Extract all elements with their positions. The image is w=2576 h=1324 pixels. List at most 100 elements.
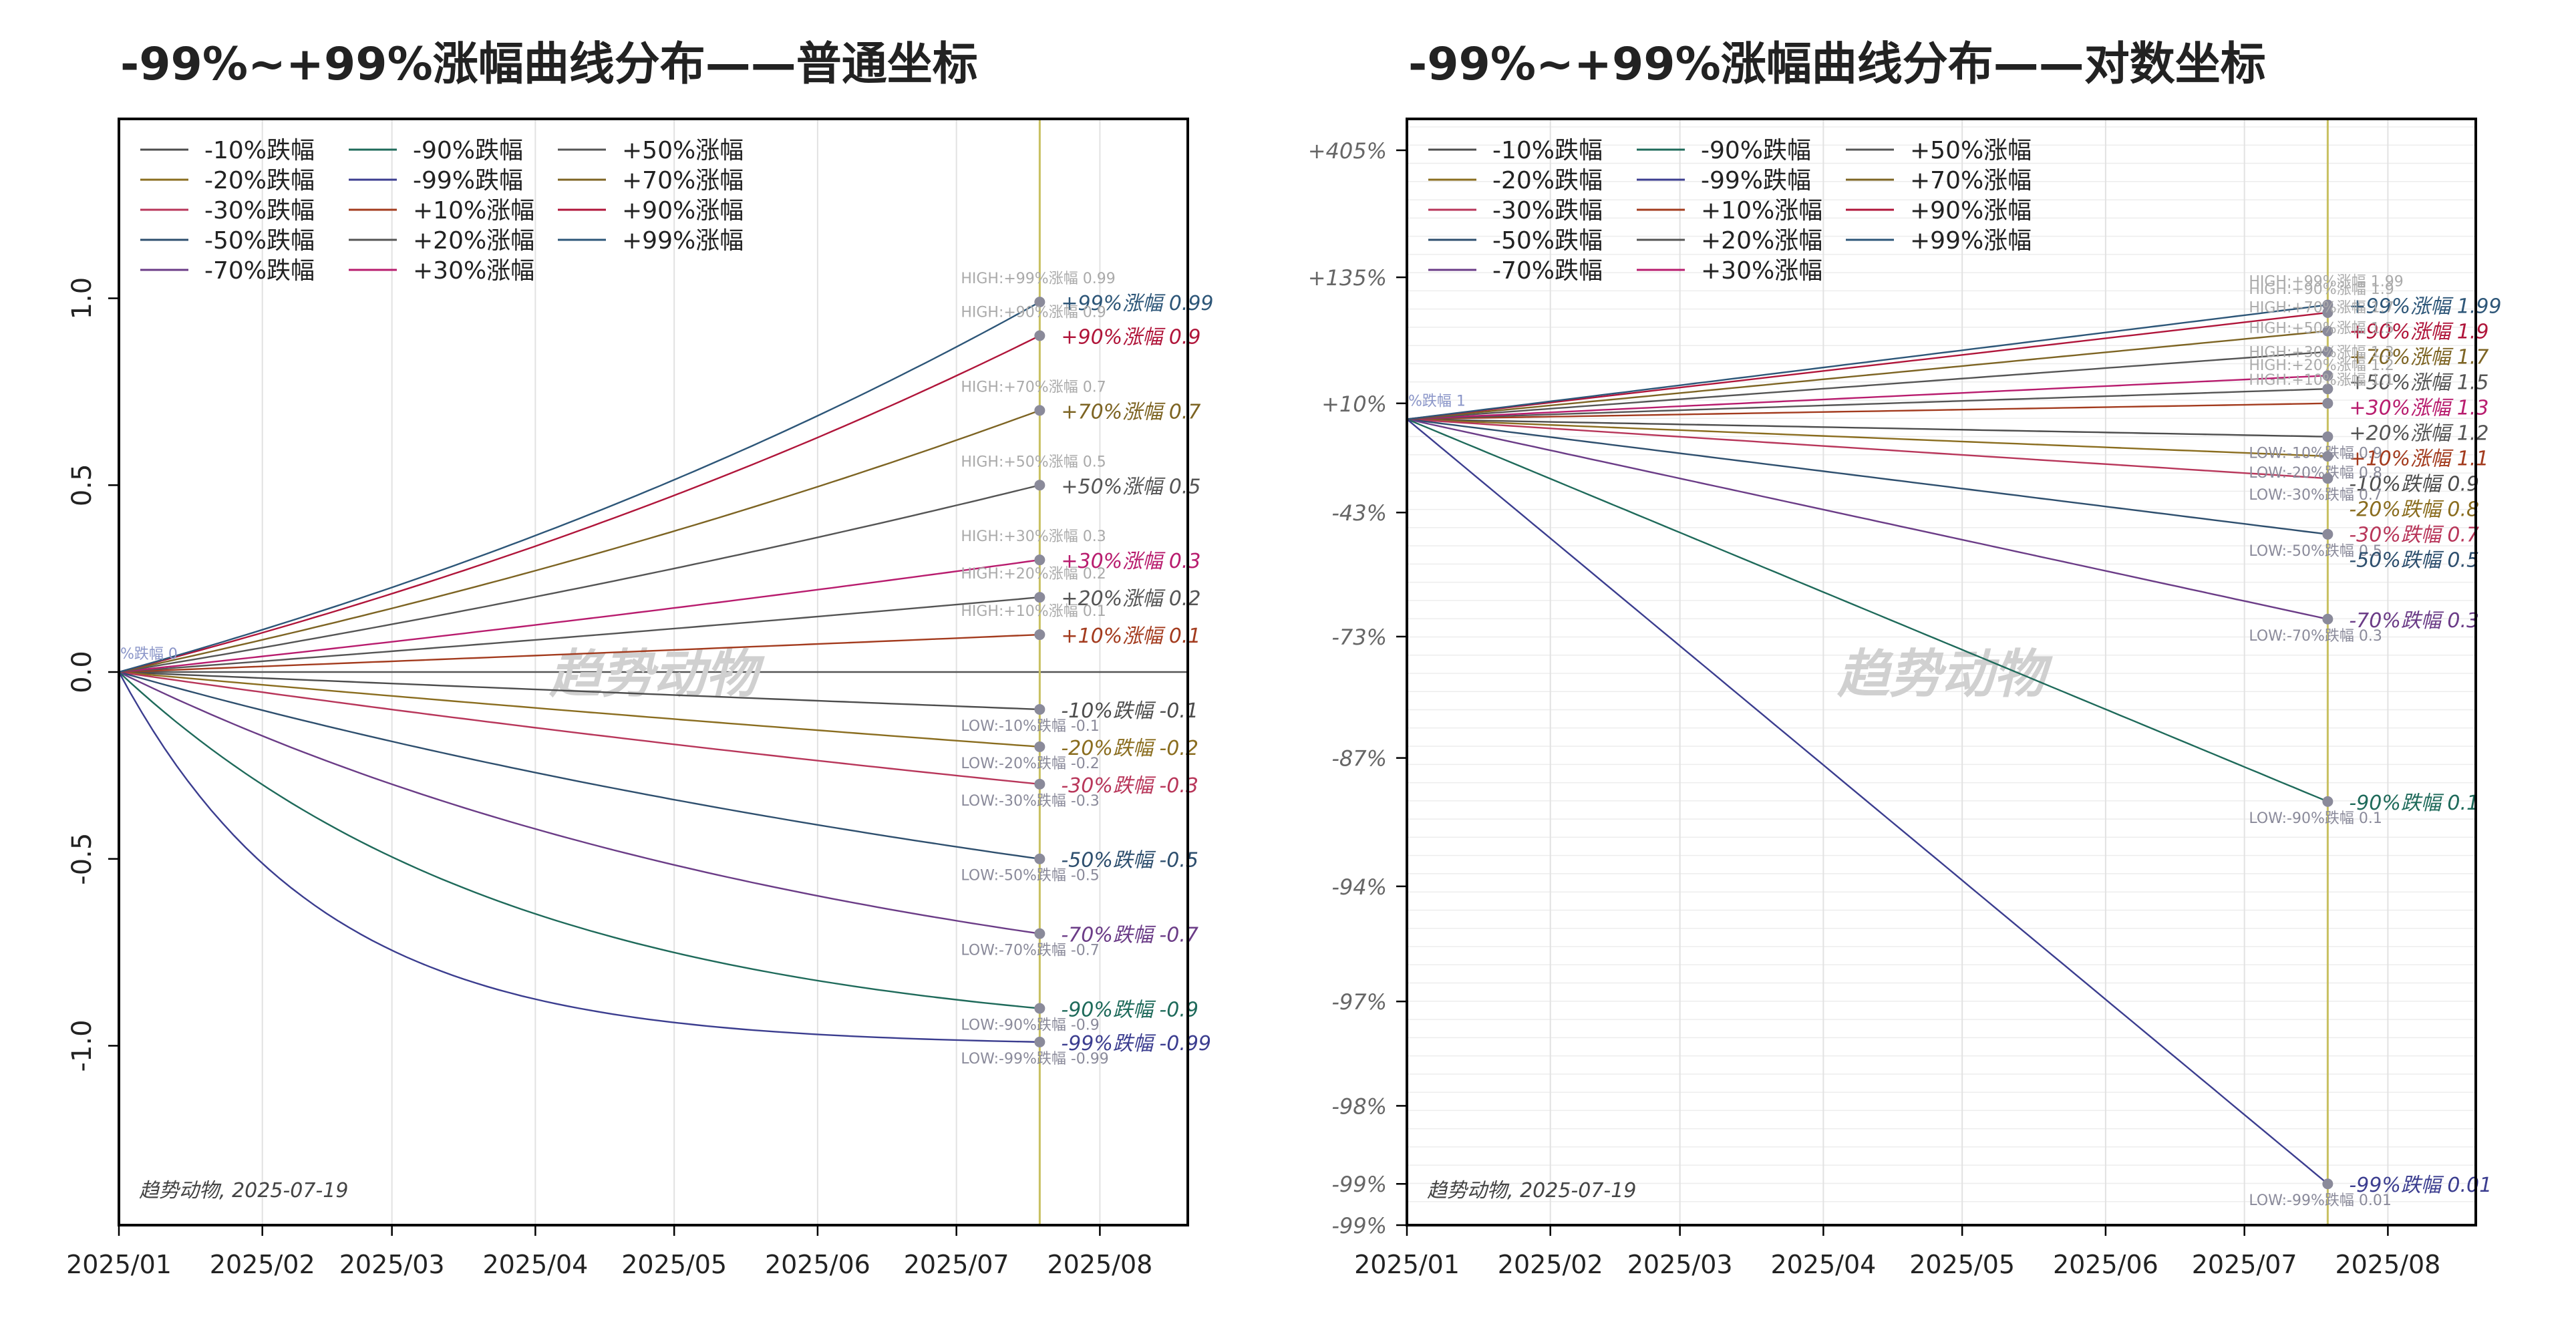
end-label: +30%涨幅 0.3: [1061, 550, 1200, 573]
extreme-label: HIGH:+50%涨幅 1.5: [2249, 321, 2394, 337]
y-tick-label: +405%: [1308, 138, 1387, 164]
legend-label: -99%跌幅: [1701, 167, 1811, 194]
end-label: +10%涨幅 1.1: [2349, 447, 2488, 470]
footnote: 趋势动物, 2025-07-19: [1427, 1179, 1636, 1202]
legend-label: -10%跌幅: [1492, 137, 1603, 164]
end-point: [2322, 383, 2333, 395]
end-label: -50%跌幅 -0.5: [1061, 849, 1198, 872]
end-point: [1034, 480, 1045, 491]
log-chart: 2025/01 2025/02 2025/03 2025/04 2025/05 2025/…: [1308, 118, 2502, 1279]
legend-label: +90%涨幅: [622, 197, 744, 224]
end-point: [2322, 528, 2333, 540]
linear-chart: 2025/01 2025/02 2025/03 2025/04 2025/05 2025/…: [66, 118, 1214, 1279]
end-point: [1034, 629, 1045, 641]
x-tick-label: 2025/08: [2335, 1250, 2440, 1279]
extreme-label: HIGH:+30%涨幅 1.3: [2249, 344, 2394, 361]
legend-label: +70%涨幅: [1910, 167, 2032, 194]
y-tick-label: +135%: [1308, 265, 1387, 291]
y-tick-label: -98%: [1331, 1094, 1387, 1119]
x-tick-label: 2025/02: [1498, 1250, 1603, 1279]
extreme-label: HIGH:+20%涨幅 1.2: [2249, 357, 2394, 374]
series-line: [1407, 418, 2328, 535]
series-line: [119, 559, 1040, 673]
end-label: -30%跌幅 -0.3: [1061, 774, 1198, 798]
chart-title: -99%~+99%涨幅曲线分布——普通坐标: [120, 38, 978, 91]
end-label: -20%跌幅 -0.2: [1061, 737, 1198, 760]
series-line: [119, 671, 1040, 860]
extreme-label: LOW:-20%跌幅 0.8: [2249, 465, 2382, 482]
extreme-label: LOW:-99%跌幅 0.01: [2249, 1192, 2391, 1209]
legend-label: +90%涨幅: [1910, 197, 2032, 224]
series-line: [1407, 330, 2328, 420]
legend-label: -10%跌幅: [204, 137, 315, 164]
end-point: [2322, 796, 2333, 807]
end-label: -90%跌幅 0.1: [2349, 792, 2479, 815]
end-point: [1034, 554, 1045, 566]
series-line: [119, 671, 1040, 1009]
series-line: [1407, 418, 2328, 438]
end-point: [2322, 346, 2333, 357]
legend-label: +50%涨幅: [1910, 137, 2032, 164]
x-tick-label: 2025/05: [621, 1250, 727, 1279]
extreme-label: LOW:-10%跌幅 -0.1: [961, 718, 1099, 735]
series-line: [1407, 388, 2328, 420]
legend-label: -30%跌幅: [1492, 197, 1603, 224]
x-tick-label: 2025/06: [2053, 1250, 2158, 1279]
series-line: [1407, 418, 2328, 803]
end-label: -10%跌幅 0.9: [2349, 472, 2479, 496]
end-point: [1034, 928, 1045, 939]
end-point: [1034, 741, 1045, 752]
end-point: [2322, 450, 2333, 462]
x-tick-label: 2025/03: [1627, 1250, 1733, 1279]
series-line: [119, 671, 1040, 935]
legend-label: +20%涨幅: [413, 227, 534, 255]
y-axis: 1.0 0.5 0.0 -0.5 -1.0: [67, 277, 119, 1071]
end-label: +20%涨幅 1.2: [2349, 422, 2488, 445]
start-label: %跌幅 1: [1408, 393, 1466, 409]
series-line: [119, 671, 1040, 785]
extreme-label: HIGH:+20%涨幅 0.2: [961, 566, 1106, 583]
legend-label: -30%跌幅: [204, 197, 315, 224]
end-label: -70%跌幅 0.3: [2349, 609, 2479, 633]
chart-panel-linear: -99%~+99%涨幅曲线分布——普通坐标 2025/01 2025/02 2025…: [66, 38, 1214, 1279]
end-point: [1034, 405, 1045, 416]
extreme-label: LOW:-30%跌幅 -0.3: [961, 793, 1099, 810]
x-tick-label: 2025/04: [482, 1250, 588, 1279]
end-point: [2322, 299, 2333, 311]
legend-label: -50%跌幅: [1492, 227, 1603, 255]
series-line: [1407, 311, 2328, 420]
legend-label: +10%涨幅: [1701, 197, 1822, 224]
extreme-label: HIGH:+10%涨幅 0.1: [961, 603, 1106, 620]
end-label: -20%跌幅 0.8: [2349, 498, 2479, 521]
series-line: [119, 633, 1040, 673]
end-label: -30%跌幅 0.7: [2349, 523, 2479, 546]
end-point: [2322, 325, 2333, 337]
end-label: -90%跌幅 -0.9: [1061, 999, 1198, 1022]
series-line: [1407, 418, 2328, 458]
end-label: +20%涨幅 0.2: [1061, 587, 1200, 611]
extreme-label: LOW:-90%跌幅 0.1: [2249, 810, 2382, 827]
series-line: [119, 596, 1040, 673]
x-tick-label: 2025/03: [339, 1250, 445, 1279]
legend-label: +50%涨幅: [622, 137, 744, 164]
y-tick-label: -99%: [1331, 1213, 1387, 1238]
x-tick-label: 2025/01: [1354, 1250, 1460, 1279]
legend-label: +10%涨幅: [413, 197, 534, 224]
series-line: [1407, 418, 2329, 1185]
end-point: [2322, 370, 2333, 381]
extreme-label: HIGH:+50%涨幅 0.5: [961, 454, 1106, 470]
legend: -10%跌幅 -20%跌幅 -30%跌幅 -50%跌幅-70%跌幅 -90%跌幅 -99%…: [140, 137, 744, 285]
end-point: [2322, 613, 2333, 625]
x-tick-label: 2025/07: [2192, 1250, 2297, 1279]
legend-label: +20%涨幅: [1701, 227, 1822, 255]
y-axis: +405% +135% +10% -43% -73% -87% -94% -97% -98% -9…: [1308, 138, 1407, 1238]
series-line: [1407, 375, 2328, 420]
end-point: [1034, 297, 1045, 308]
extreme-label: LOW:-50%跌幅 0.5: [2249, 543, 2382, 560]
extreme-label: LOW:-70%跌幅 -0.7: [961, 943, 1099, 959]
end-point: [2322, 397, 2333, 409]
series-line: [1407, 351, 2328, 420]
x-tick-label: 2025/01: [66, 1250, 172, 1279]
